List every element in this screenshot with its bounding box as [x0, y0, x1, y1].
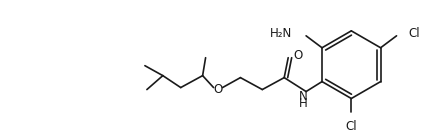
Text: O: O: [293, 49, 303, 62]
Text: Cl: Cl: [345, 120, 357, 133]
Text: Cl: Cl: [408, 27, 420, 40]
Text: O: O: [213, 83, 222, 96]
Text: H: H: [299, 97, 308, 110]
Text: H₂N: H₂N: [270, 27, 292, 40]
Text: N: N: [299, 90, 308, 103]
